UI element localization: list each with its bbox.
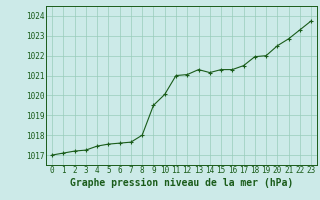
X-axis label: Graphe pression niveau de la mer (hPa): Graphe pression niveau de la mer (hPa) — [70, 178, 293, 188]
